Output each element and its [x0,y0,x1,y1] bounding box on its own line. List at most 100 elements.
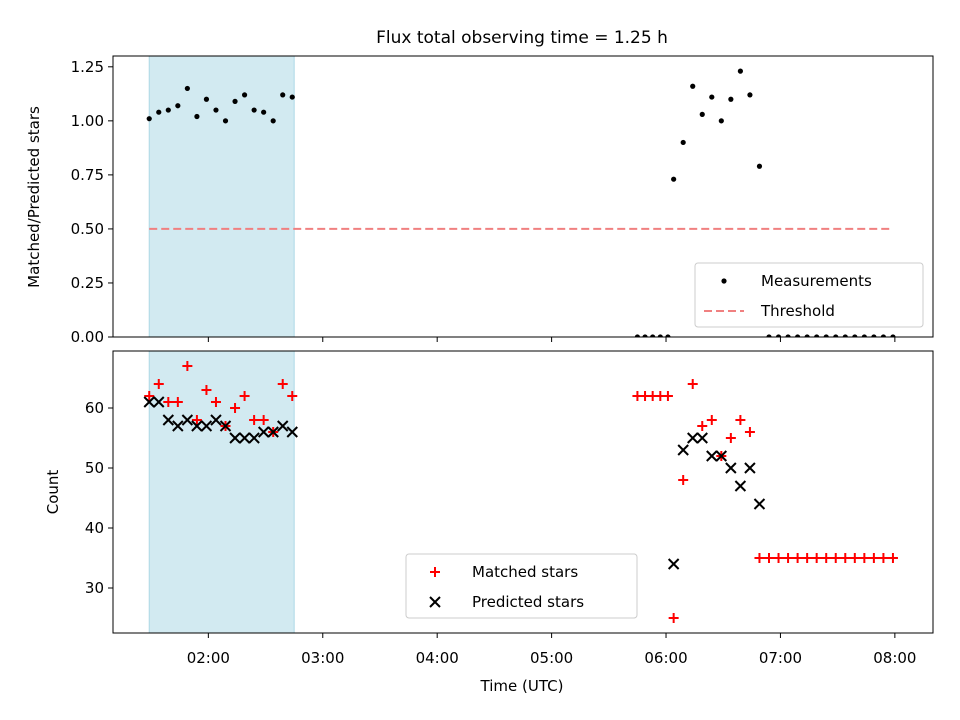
matched-star-marker [735,415,746,425]
legend-label: Measurements [761,272,872,290]
measurement-point [175,103,181,109]
predicted-star-marker [248,432,260,444]
matched-star-marker [662,391,673,401]
top-y-axis-label: Matched/Predicted stars [25,106,43,288]
measurement-point [785,334,791,337]
matched-star-marker [811,553,822,563]
y-tick-label: 0.75 [71,166,104,184]
matched-star-marker [830,553,841,563]
predicted-star-marker [219,420,232,432]
measurement-point [680,139,686,146]
top-shaded-span [148,56,295,337]
matched-star-marker [849,553,860,563]
legend-box [694,262,924,328]
measurement-point [823,334,829,337]
matched-star-marker [258,415,269,425]
predicted-star-marker [286,426,298,438]
measurement-point [213,107,219,113]
measurement-point [861,334,867,337]
y-tick-label: 0.50 [71,220,104,238]
predicted-star-marker [677,444,689,456]
predicted-star-marker [257,426,270,438]
y-tick-label: 60 [85,399,104,417]
matched-star-marker [210,397,221,407]
x-tick-label: 06:00 [644,649,687,667]
measurement-point [833,334,839,337]
matched-star-marker [697,421,708,431]
bottom-x-axis: 02:00 03:00 04:00 05:00 06:00 07:00 08:00 [187,633,916,667]
x-tick-label: 04:00 [416,649,459,667]
matched-star-marker [725,433,736,443]
bottom-series-layer [143,361,898,623]
measurement-point [165,107,171,113]
predicted-star-marker [162,414,175,426]
measurement-point [657,334,663,337]
shaded-time-span [149,351,295,633]
measurement-point [261,109,267,115]
predicted-star-marker [706,450,718,462]
y-tick-label: 0.25 [71,274,104,292]
shaded-time-span [149,56,295,337]
measurement-point [709,94,715,100]
measurement-point [890,334,896,337]
predicted-star-marker [744,462,756,474]
matched-star-marker [754,553,765,563]
matched-star-marker [239,391,250,401]
measurement-point [270,118,276,124]
legend-marker-x [429,596,441,608]
top-x-ticks [207,337,896,342]
measurement-point [737,68,743,74]
legend-label: Threshold [760,302,835,320]
predicted-star-marker [238,432,251,444]
matched-star-marker [287,391,298,401]
measurement-point [642,334,648,337]
matched-star-marker [744,427,755,437]
measurement-point [184,85,190,92]
measurement-point [804,334,810,337]
legend-label: Predicted stars [472,593,584,611]
measurement-point [194,113,200,120]
y-tick-label: 0.00 [71,328,104,346]
measurement-point [775,334,782,337]
y-tick-label: 1.25 [71,58,104,76]
measurement-point [634,334,641,337]
top-panel: 0.00 0.25 0.50 0.75 1.00 1.25 Matched/Predict… [25,55,934,346]
measurement-point [766,334,772,337]
top-series-layer [146,68,896,337]
measurement-point [222,118,229,124]
predicted-star-marker [229,432,241,444]
matched-star-marker [678,475,689,485]
measurement-point [203,96,210,102]
predicted-star-marker [153,396,165,408]
measurement-point [665,334,671,337]
predicted-star-marker [696,432,708,444]
measurement-point [280,92,286,98]
measurement-point [251,107,257,113]
top-legend: Measurements Threshold [694,262,924,328]
matched-star-marker [840,553,851,563]
x-tick-label: 02:00 [187,649,230,667]
predicted-star-marker [725,462,737,474]
predicted-star-marker [181,414,194,426]
measurement-point [289,94,295,100]
matched-star-marker [163,397,174,407]
legend-marker-plus [430,567,440,577]
legend-label: Matched stars [472,563,578,581]
predicted-star-marker [172,420,184,432]
measurement-point [671,176,677,182]
x-axis-label: Time (UTC) [480,677,564,695]
matched-star-marker [201,385,212,395]
predicted-star-marker [143,396,155,408]
matched-star-marker [144,391,155,401]
top-y-axis: 0.00 0.25 0.50 0.75 1.00 1.25 [71,58,113,346]
matched-star-marker [191,415,202,425]
x-tick-label: 07:00 [759,649,802,667]
matched-star-marker [859,553,870,563]
matched-star-marker [182,361,193,371]
bottom-shaded-span [148,351,295,633]
measurement-point [241,92,248,98]
top-plot-frame [112,55,934,338]
matched-star-marker [249,415,260,425]
